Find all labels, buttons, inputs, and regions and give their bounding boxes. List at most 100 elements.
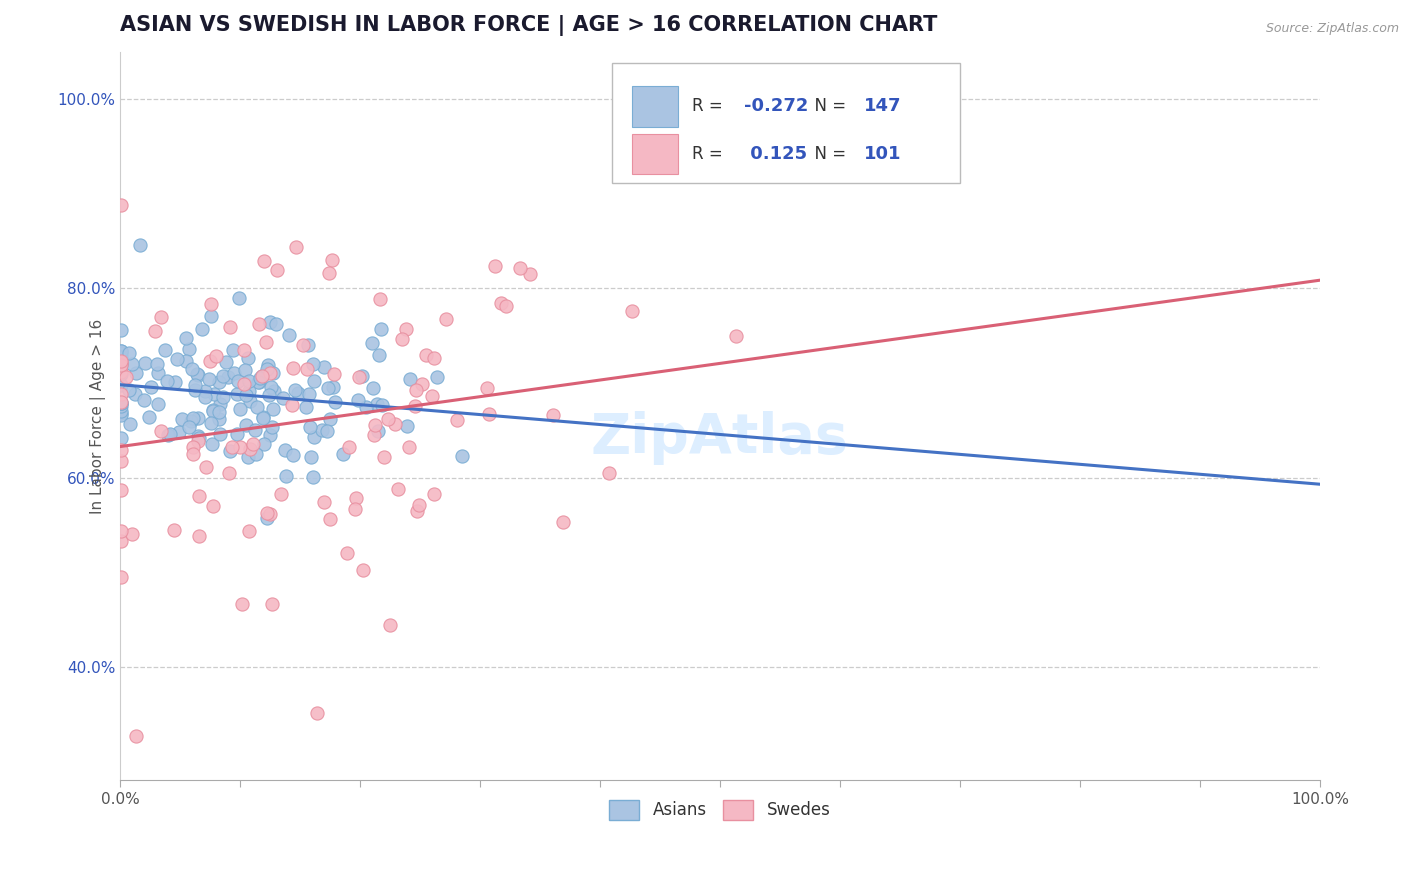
Point xyxy=(404,400,426,414)
Point xyxy=(299,450,322,465)
Point xyxy=(110,483,132,497)
Point xyxy=(110,570,132,584)
Point xyxy=(262,420,284,434)
Point xyxy=(422,351,444,366)
Point xyxy=(337,440,360,454)
Text: Source: ZipAtlas.com: Source: ZipAtlas.com xyxy=(1265,22,1399,36)
Point xyxy=(115,369,138,384)
Point xyxy=(188,529,211,543)
Point xyxy=(167,425,190,439)
Point xyxy=(321,253,343,268)
Point xyxy=(319,511,342,525)
Point xyxy=(434,312,457,326)
Point xyxy=(174,331,197,345)
Point xyxy=(110,365,132,379)
Point xyxy=(110,534,132,549)
Point xyxy=(271,391,294,405)
Text: N =: N = xyxy=(804,145,851,163)
FancyBboxPatch shape xyxy=(612,62,960,183)
Point xyxy=(598,466,620,480)
Point xyxy=(411,376,433,391)
Point xyxy=(138,409,160,424)
Point xyxy=(139,379,162,393)
Point xyxy=(225,386,247,401)
Point xyxy=(225,427,247,442)
Text: 0.125: 0.125 xyxy=(744,145,807,163)
Point xyxy=(221,440,243,454)
Point xyxy=(148,366,170,380)
Point xyxy=(302,357,325,371)
Point xyxy=(344,502,367,516)
Point xyxy=(186,434,208,448)
Point xyxy=(249,371,271,385)
Point xyxy=(332,447,354,461)
Point xyxy=(187,428,209,442)
Point xyxy=(118,383,141,397)
Point xyxy=(228,291,250,305)
Point xyxy=(361,381,384,395)
Point xyxy=(202,404,225,418)
Point xyxy=(253,253,276,268)
Point xyxy=(191,321,214,335)
Point xyxy=(170,411,193,425)
Point xyxy=(110,394,132,409)
Point xyxy=(143,324,166,338)
Point xyxy=(134,393,156,408)
Point xyxy=(366,397,388,411)
Point xyxy=(153,343,176,358)
Point xyxy=(262,402,284,417)
Point xyxy=(236,450,259,464)
Point xyxy=(228,440,250,454)
Point xyxy=(110,396,132,410)
Text: -0.272: -0.272 xyxy=(744,97,808,115)
Point xyxy=(270,486,292,500)
Point xyxy=(299,419,322,434)
Point xyxy=(291,337,314,351)
Point xyxy=(110,524,132,538)
Point xyxy=(194,460,217,475)
Point xyxy=(398,372,420,386)
Point xyxy=(311,423,333,437)
Point xyxy=(361,336,384,351)
Point xyxy=(250,368,273,383)
Point xyxy=(110,355,132,369)
Point xyxy=(484,259,506,273)
Point xyxy=(233,343,256,357)
Point xyxy=(256,511,278,525)
Point xyxy=(110,378,132,392)
Point xyxy=(235,418,257,433)
Point xyxy=(186,367,208,381)
Point xyxy=(302,374,325,388)
Point xyxy=(370,322,392,336)
Point xyxy=(200,416,222,430)
Point xyxy=(250,368,273,383)
Point xyxy=(262,366,284,380)
Point xyxy=(252,436,274,450)
Point xyxy=(259,367,281,381)
Point xyxy=(277,327,299,342)
Point xyxy=(134,356,156,370)
Text: ZipAtlas: ZipAtlas xyxy=(591,411,849,465)
Point xyxy=(209,427,232,442)
Point xyxy=(200,297,222,311)
Point xyxy=(247,317,270,331)
Point xyxy=(110,323,132,337)
Point xyxy=(110,197,132,211)
Point xyxy=(725,328,748,343)
Point xyxy=(110,404,132,418)
Point xyxy=(218,444,240,458)
Point xyxy=(280,398,302,412)
Point xyxy=(312,360,335,375)
Point xyxy=(177,420,200,434)
Point xyxy=(266,262,288,277)
Point xyxy=(256,361,278,376)
Point xyxy=(322,380,344,394)
Point xyxy=(368,348,391,362)
Point xyxy=(238,524,260,538)
Point xyxy=(238,375,260,389)
Point xyxy=(405,504,427,518)
Point xyxy=(239,442,262,457)
Point xyxy=(415,348,437,362)
Point xyxy=(371,398,394,412)
Point xyxy=(121,357,143,371)
